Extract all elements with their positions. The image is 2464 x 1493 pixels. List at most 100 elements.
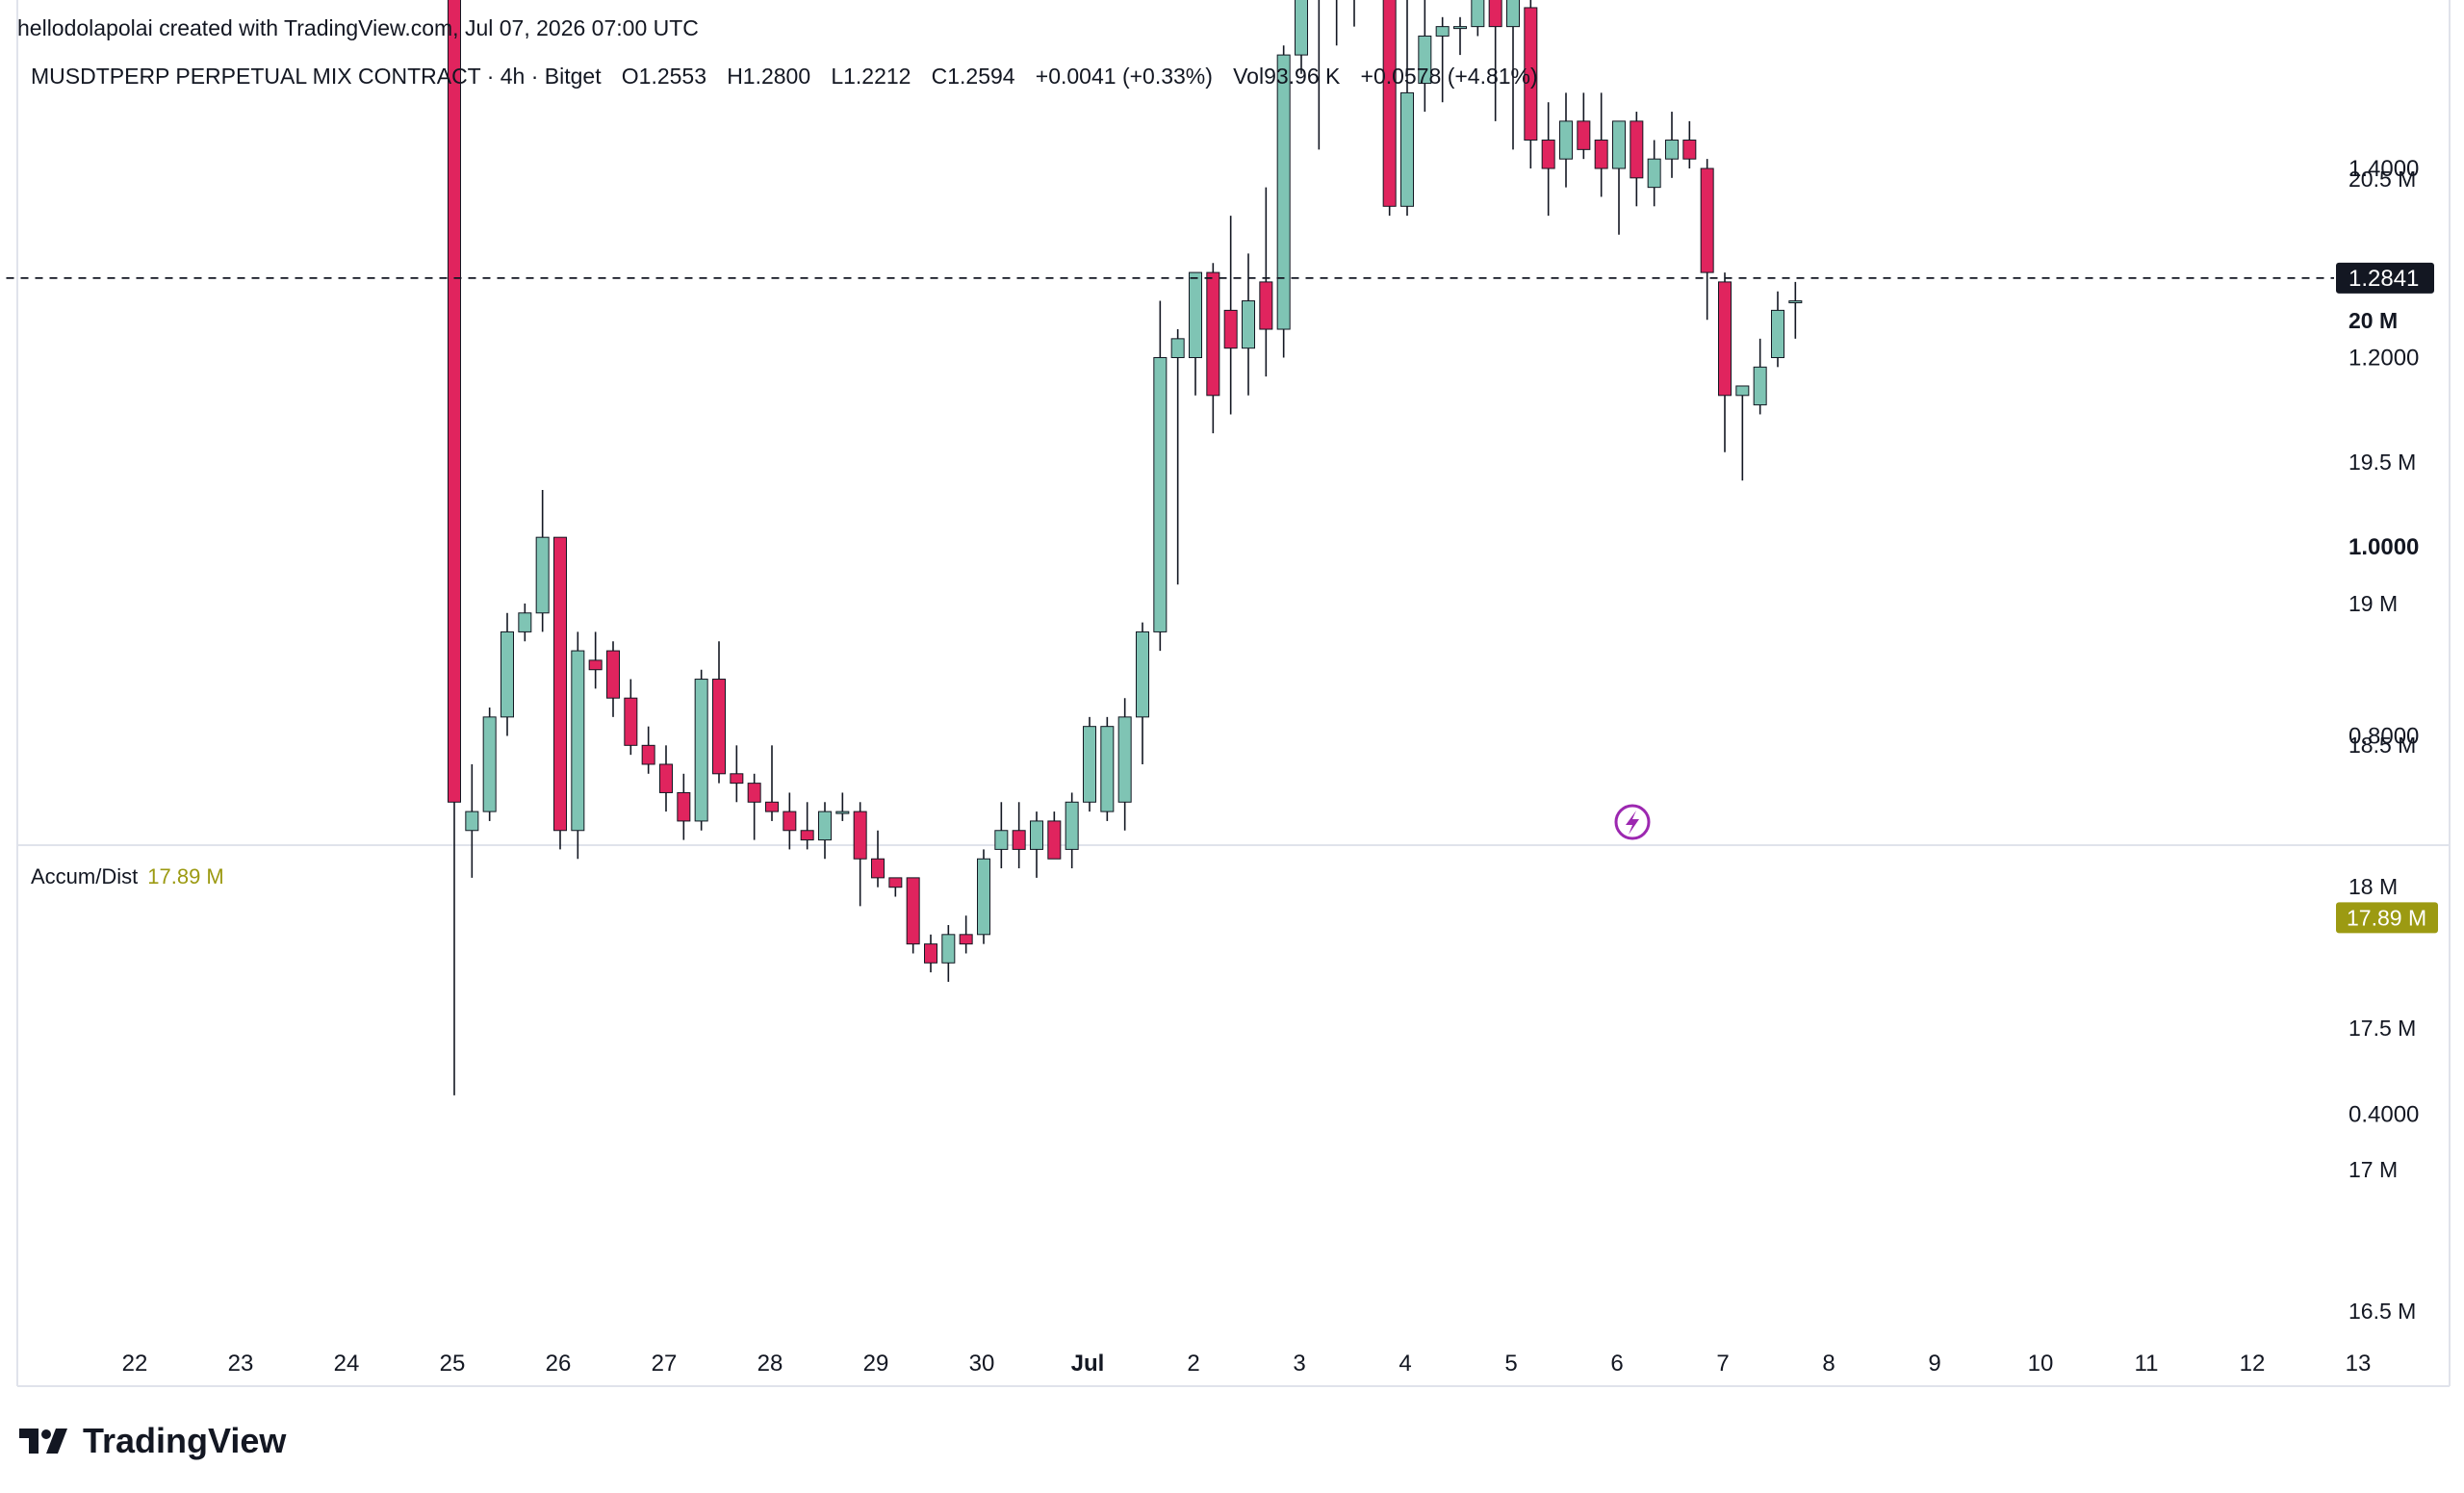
accum-dist-tick-label: 18.5 M bbox=[2348, 733, 2416, 758]
candle-body bbox=[1700, 167, 1714, 273]
candle-body bbox=[1259, 281, 1273, 330]
price-level-tag-bg bbox=[2336, 262, 2434, 294]
accum-dist-tick-label: 20 M bbox=[2348, 308, 2398, 333]
candle bbox=[588, 631, 603, 689]
candle bbox=[1382, 0, 1397, 217]
candle-body bbox=[518, 612, 532, 632]
drawings-layer[interactable] bbox=[0, 0, 2334, 556]
time-tick-label: 5 bbox=[1504, 1351, 1517, 1377]
candle-body bbox=[994, 830, 1009, 850]
candle bbox=[482, 708, 497, 821]
candle-body bbox=[1153, 357, 1168, 632]
candle-body bbox=[1524, 7, 1538, 142]
candle bbox=[1735, 385, 1750, 481]
indicator-legend[interactable]: Accum/Dist 17.89 M bbox=[31, 864, 224, 889]
price-tick-label: 1.4000 bbox=[2348, 156, 2419, 182]
candle-body bbox=[1788, 300, 1803, 304]
candle-body bbox=[535, 536, 550, 614]
candle-body bbox=[1718, 281, 1732, 397]
candle-body bbox=[906, 877, 920, 945]
candle bbox=[659, 745, 673, 812]
candle bbox=[1647, 140, 1661, 207]
time-tick-label: 3 bbox=[1293, 1351, 1305, 1377]
candle-body bbox=[606, 650, 620, 699]
candle bbox=[694, 669, 708, 831]
candle-body bbox=[571, 650, 585, 832]
change-value: +0.0041 (+0.33%) bbox=[1035, 64, 1213, 89]
candle bbox=[1594, 92, 1608, 197]
accum-dist-axis[interactable]: 20.5 M 20 M 19.5 M 19 M 18.5 M 18 M 17.5 M 17 M… bbox=[2336, 167, 2438, 1324]
candle-body bbox=[1665, 140, 1679, 160]
high-value: H1.2800 bbox=[727, 64, 811, 89]
candle-body bbox=[783, 811, 797, 832]
candle-body bbox=[500, 631, 514, 718]
candle bbox=[1771, 291, 1784, 368]
price-tick-label: 0.8000 bbox=[2348, 724, 2419, 750]
time-tick-label: Jul bbox=[1071, 1351, 1105, 1377]
candle bbox=[1524, 0, 1538, 168]
plot-background bbox=[17, 0, 2334, 1386]
candle bbox=[1065, 792, 1079, 869]
candle-body bbox=[924, 943, 937, 964]
candle-body bbox=[1012, 830, 1026, 850]
candle-body bbox=[448, 0, 461, 803]
time-tick-label: 8 bbox=[1822, 1351, 1835, 1377]
candle bbox=[747, 773, 761, 840]
accum-dist-tick-label: 19.5 M bbox=[2348, 450, 2416, 475]
accum-dist-tick-label: 17.5 M bbox=[2348, 1016, 2416, 1041]
candle bbox=[465, 763, 479, 878]
candle bbox=[1012, 802, 1026, 869]
time-tick-label: 6 bbox=[1610, 1351, 1623, 1377]
candle bbox=[624, 679, 638, 756]
candle bbox=[606, 641, 620, 717]
time-tick-label: 7 bbox=[1716, 1351, 1729, 1377]
candle-body bbox=[1559, 120, 1573, 160]
time-axis[interactable]: 22 23 24 25 26 27 28 29 30 Jul 2 3 4 5 6 7 8 9 10 11 12 13 bbox=[122, 1351, 2372, 1377]
candle bbox=[1453, 16, 1467, 56]
candle-body bbox=[1223, 309, 1238, 349]
candle-body bbox=[659, 763, 673, 793]
candle-body bbox=[1189, 271, 1202, 359]
candle bbox=[553, 536, 567, 850]
tradingview-logo-icon bbox=[19, 1429, 67, 1454]
candle-body bbox=[694, 679, 708, 822]
price-level-tag: 1.2841 bbox=[2336, 262, 2434, 294]
candle bbox=[1170, 329, 1185, 585]
candle-body bbox=[1295, 0, 1308, 56]
tradingview-logo[interactable]: TradingView bbox=[19, 1421, 286, 1461]
candles-layer bbox=[448, 0, 1803, 1095]
candle bbox=[906, 877, 920, 954]
time-tick-label: 25 bbox=[440, 1351, 466, 1377]
time-tick-label: 27 bbox=[652, 1351, 678, 1377]
candle bbox=[571, 631, 585, 860]
candle bbox=[977, 849, 990, 944]
candle-body bbox=[553, 536, 567, 832]
candle-body bbox=[588, 659, 603, 671]
price-tick-label: 1.0000 bbox=[2348, 534, 2419, 560]
candle bbox=[535, 490, 550, 632]
candle-body bbox=[730, 773, 744, 785]
volume-value: Vol93.96 K bbox=[1233, 64, 1341, 89]
price-tick-label: 0.4000 bbox=[2348, 1102, 2419, 1128]
time-tick-label: 22 bbox=[122, 1351, 148, 1377]
candle-body bbox=[1047, 820, 1062, 860]
candle-body bbox=[1400, 91, 1414, 207]
candle bbox=[1189, 271, 1202, 396]
candle bbox=[641, 726, 655, 774]
symbol-legend[interactable]: MUSDTPERP PERPETUAL MIX CONTRACT · 4h · … bbox=[31, 64, 1540, 90]
time-tick-label: 4 bbox=[1399, 1351, 1411, 1377]
candle bbox=[959, 915, 973, 954]
price-axis[interactable]: 2.00001.60001.40001.20001.00000.80000.60… bbox=[2336, 0, 2434, 1128]
time-tick-label: 30 bbox=[969, 1351, 995, 1377]
candle bbox=[1295, 0, 1308, 74]
tradingview-logo-text: TradingView bbox=[83, 1421, 287, 1460]
candle bbox=[835, 792, 850, 821]
candle-body bbox=[959, 934, 973, 945]
lightning-icon[interactable] bbox=[1614, 804, 1651, 840]
candle-body bbox=[888, 877, 903, 888]
candle bbox=[818, 802, 832, 860]
candle bbox=[994, 802, 1009, 869]
candle-body bbox=[1506, 0, 1520, 28]
candle bbox=[518, 603, 532, 642]
